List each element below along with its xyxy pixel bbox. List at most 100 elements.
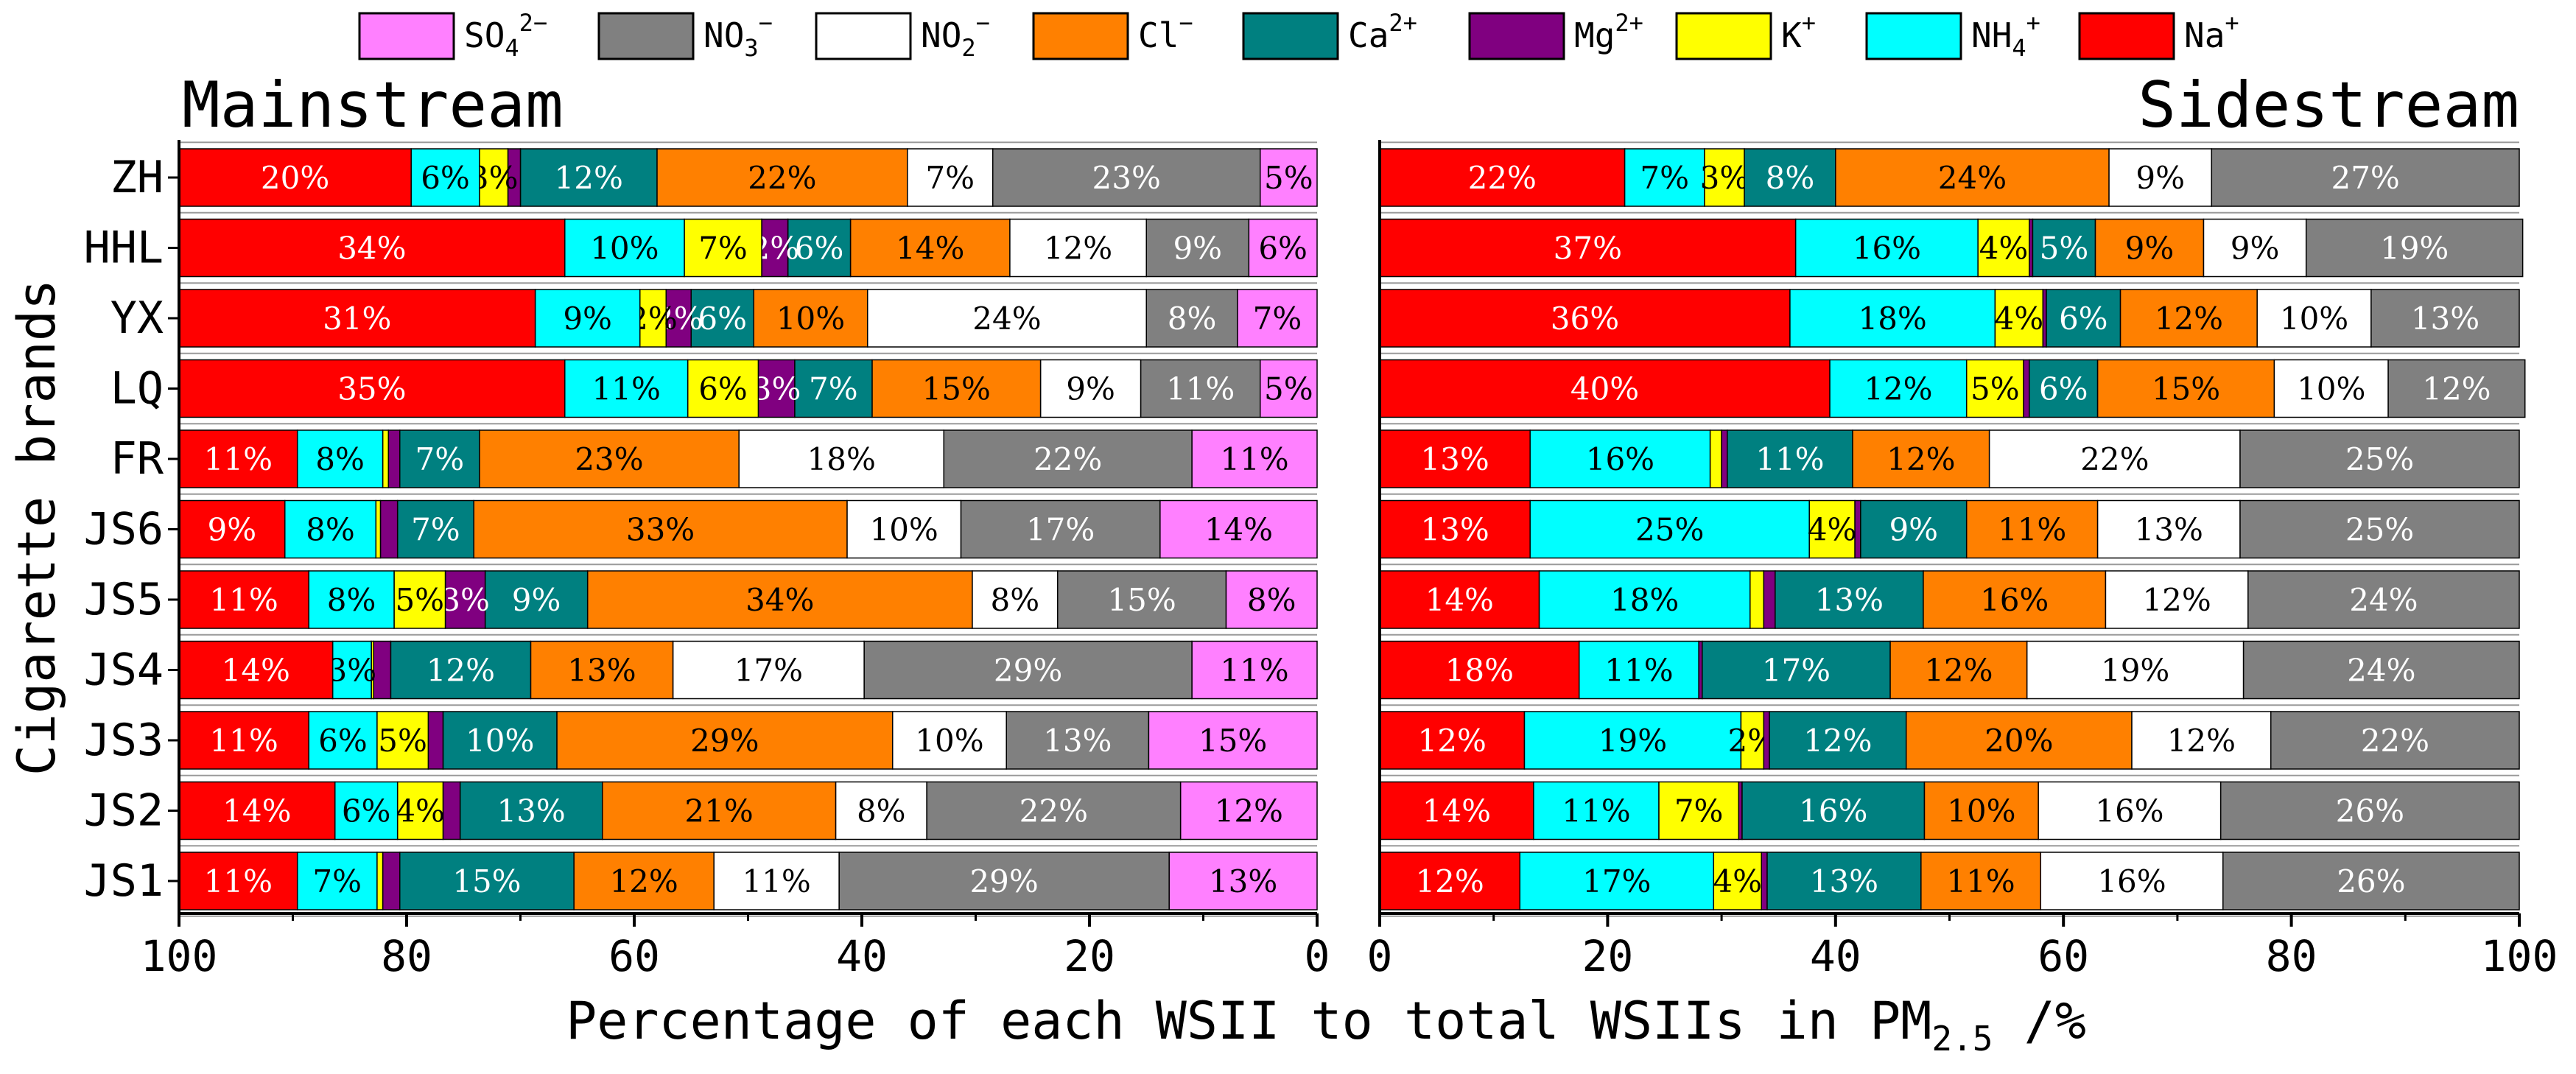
bar-row-lq: 40% 12% 5% 6% 15% 10% 12%	[1379, 359, 2526, 418]
data-label: 9%	[1173, 231, 1222, 267]
data-label: 8%	[327, 582, 376, 618]
category-label: HHL	[84, 222, 164, 274]
category-label: JS6	[84, 504, 164, 555]
bar-segment-no3	[960, 499, 1161, 559]
bar-segment-nh4	[296, 429, 384, 488]
data-label: 11%	[1562, 793, 1630, 829]
data-label: 14%	[222, 793, 291, 829]
bar-segment-nh4	[564, 359, 689, 418]
data-label: 25%	[1635, 512, 1704, 548]
bar-segment-mg	[761, 218, 789, 278]
x-tick-label: 60	[608, 931, 660, 981]
bar-segment-na	[178, 148, 412, 207]
legend-swatch	[597, 12, 695, 60]
bar-segment-nh4	[1529, 499, 1810, 559]
bar-segment-no3	[2239, 429, 2520, 488]
bar-segment-so4	[1225, 570, 1318, 629]
data-label: 15%	[452, 863, 521, 899]
x-tick-label: 40	[836, 931, 888, 981]
bar-segment-nh4	[284, 499, 377, 559]
bar-segment-ca	[1744, 148, 1836, 207]
data-label: 13%	[1420, 512, 1489, 548]
bar-segment-no3	[2370, 289, 2520, 348]
data-label: 13%	[1810, 863, 1878, 899]
data-label: 3%	[1700, 160, 1749, 196]
legend-item-cl-: Cl−	[1032, 9, 1193, 60]
bar-segment-na	[1379, 429, 1531, 488]
data-label: 11%	[1604, 653, 1673, 689]
data-label: 24%	[2349, 582, 2418, 618]
data-label: 13%	[2411, 301, 2480, 337]
bar-segment-na	[1379, 640, 1580, 700]
bar-segment-ca	[690, 289, 754, 348]
data-label: 11%	[204, 863, 273, 899]
bar-row-hhl: 6%9%12%14%6%2%7%10%34%	[178, 218, 1318, 278]
bar-segment-na	[178, 218, 566, 278]
bar-row-js5: 14% 18% 13% 16% 12% 24%	[1379, 570, 2520, 629]
data-label: 7%	[925, 160, 975, 196]
data-label: 14%	[1422, 793, 1491, 829]
category-labels: ZH HHL YX LQ FR JS6 JS5 JS4 JS3 JS2 JS1	[84, 152, 179, 907]
legend-item-na-: Na+	[2078, 9, 2239, 60]
bar-segment-so4	[1260, 148, 1318, 207]
data-label: 29%	[690, 723, 759, 759]
bar-segment-mg	[1854, 499, 1861, 559]
data-label: 11%	[1755, 441, 1824, 477]
bar-segment-na	[1379, 570, 1540, 629]
data-label: 22%	[2080, 441, 2149, 477]
data-label: 13%	[496, 793, 565, 829]
bar-segment-nh4	[331, 640, 372, 700]
bar-segment-na	[1379, 852, 1521, 910]
category-label: YX	[110, 292, 164, 344]
data-label: 33%	[626, 512, 695, 548]
x-tick-label: 0	[1305, 931, 1330, 981]
data-label: 12%	[2422, 371, 2491, 407]
bar-segment-no3	[2211, 148, 2520, 207]
legend-label: K+	[1781, 9, 1816, 55]
bar-row-js6: 14% 17% 10% 33% 7% 8% 9%	[178, 499, 1318, 559]
bar-segment-cl	[1835, 148, 2110, 207]
bar-segment-na	[178, 570, 309, 629]
bar-segment-cl	[2094, 218, 2205, 278]
bar-segment-so4	[1191, 429, 1318, 488]
bar-segment-mg	[427, 711, 444, 770]
bar-segment-no3	[1006, 711, 1150, 770]
bar-segment-so4	[1168, 852, 1318, 910]
bar-segment-cl	[556, 711, 894, 770]
category-label: JS4	[84, 645, 164, 696]
bar-segment-ca	[794, 359, 873, 418]
bar-segment-ca	[442, 711, 558, 770]
x-axis-title: Percentage of each WSII to total WSIIs i…	[566, 991, 2086, 1059]
data-label: 12%	[1924, 653, 1993, 689]
data-label: 13%	[1815, 582, 1884, 618]
bar-segment-k	[1704, 148, 1745, 207]
bar-segment-ca	[2029, 359, 2099, 418]
bar-segment-cl	[586, 570, 973, 629]
data-label: 40%	[1570, 371, 1639, 407]
legend-swatch	[1242, 12, 1339, 60]
data-label: 16%	[1586, 441, 1654, 477]
data-label: 16%	[2095, 793, 2163, 829]
bar-segment-k	[684, 218, 762, 278]
bar-segment-nh4	[1789, 289, 1996, 348]
data-label: 11%	[1220, 441, 1288, 477]
bar-segment-cl	[2096, 359, 2275, 418]
bar-segment-no2	[846, 499, 962, 559]
legend-label: NO2−	[921, 9, 990, 62]
bar-segment-k	[376, 852, 384, 910]
bar-segment-cl	[473, 499, 848, 559]
data-label: 5%	[395, 582, 444, 618]
legend-swatch	[358, 12, 455, 60]
bar-segment-nh4	[1829, 359, 1968, 418]
data-label: 19%	[2380, 231, 2449, 267]
bar-row-js1: 13% 29% 11% 12% 15% 7% 11%	[178, 852, 1318, 910]
bar-segment-nh4	[1533, 781, 1660, 840]
category-label: JS5	[84, 574, 164, 625]
x-tick-label: 20	[1582, 931, 1633, 981]
bar-segment-so4	[1191, 640, 1318, 700]
data-label: 24%	[972, 301, 1041, 337]
bar-segment-k	[1965, 359, 2024, 418]
bar-segment-k	[376, 711, 429, 770]
data-label: 22%	[1033, 441, 1102, 477]
x-tick-label: 80	[381, 931, 432, 981]
